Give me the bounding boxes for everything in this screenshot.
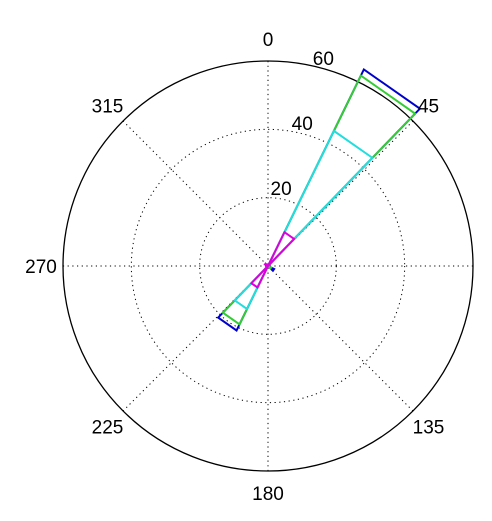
radial-ring-40 xyxy=(130,128,406,404)
r-tick-label-60: 60 xyxy=(313,49,334,70)
r-tick-label-40: 40 xyxy=(292,114,313,135)
theta-tick-label-225: 225 xyxy=(92,418,124,439)
wedge-s0-1 xyxy=(216,265,269,332)
r-tick-label-20: 20 xyxy=(271,179,292,200)
wedge-layer xyxy=(216,67,422,332)
wedge-s3-0 xyxy=(267,230,296,267)
theta-tick-label-45: 45 xyxy=(418,96,439,117)
wedge-s1-1 xyxy=(221,265,269,326)
theta-tick-label-315: 315 xyxy=(92,96,124,117)
polar-grid xyxy=(62,60,474,472)
label-layer: 20 40 60 0 45 135 180 225 270 315 xyxy=(25,30,444,505)
wedge-s3-2 xyxy=(263,262,269,267)
theta-tick-label-135: 135 xyxy=(413,418,445,439)
theta-tick-label-180: 180 xyxy=(252,484,284,505)
wedge-s1-2 xyxy=(267,265,273,270)
theta-tick-label-270: 270 xyxy=(25,257,57,278)
theta-tick-label-0: 0 xyxy=(263,30,274,51)
wedge-s3-1 xyxy=(249,265,269,289)
wedge-s2-0 xyxy=(267,129,374,267)
